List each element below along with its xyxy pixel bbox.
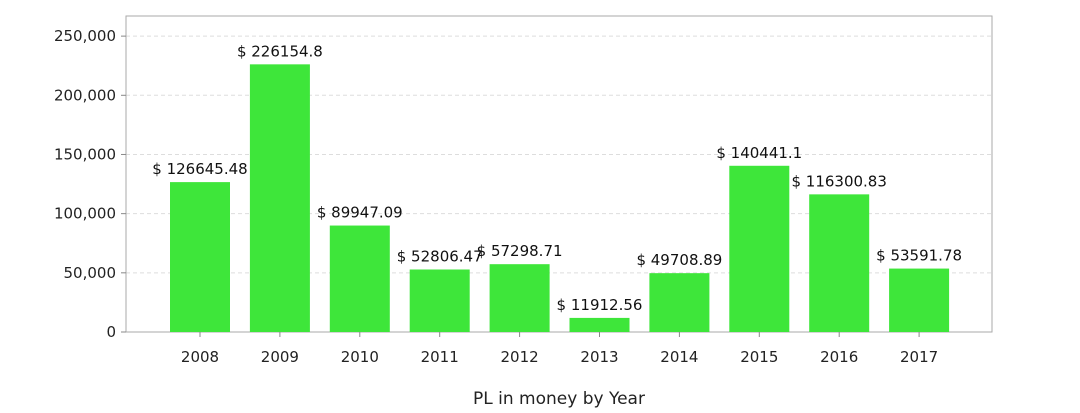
bar [729,165,790,332]
bar-value-label: $ 53591.78 [876,247,962,265]
bar-value-label: $ 226154.8 [237,42,323,60]
x-tick-label: 2012 [501,348,539,366]
bar-value-label: $ 89947.09 [317,204,403,222]
x-tick-label: 2010 [341,348,379,366]
y-tick-label: 250,000 [54,27,116,45]
plot-frame [125,15,993,333]
x-tick-label: 2014 [660,348,698,366]
y-tick-label: 150,000 [54,145,116,163]
bar-value-label: $ 140441.1 [716,144,802,162]
bar [249,64,310,333]
x-axis: 2008 2009 2010 2011 2012 2013 2014 2015 2016 2017 [181,332,938,366]
x-tick-label: 2017 [900,348,938,366]
x-tick-label: 2013 [580,348,618,366]
y-tick-label: 50,000 [64,264,117,282]
bar [409,269,470,332]
y-axis: 0 50,000 100,000 150,000 200,000 250,000 [54,27,126,341]
x-tick-label: 2015 [740,348,778,366]
bars [170,64,950,333]
bar [489,264,550,332]
x-tick-label: 2009 [261,348,299,366]
bar [889,268,950,332]
x-tick-label: 2011 [421,348,459,366]
bar-value-label: $ 57298.71 [477,242,563,260]
bar-value-label: $ 49708.89 [636,251,722,269]
bar-value-label: $ 126645.48 [152,160,247,178]
y-tick-label: 100,000 [54,205,116,223]
bar-labels: $ 126645.48 $ 226154.8 $ 89947.09 $ 52806.4… [152,42,962,314]
bar [569,317,630,332]
x-tick-label: 2008 [181,348,219,366]
bar-value-label: $ 116300.83 [791,172,886,190]
bar [170,182,230,332]
y-tick-label: 0 [106,323,116,341]
y-tick-label: 200,000 [54,86,116,104]
x-tick-label: 2016 [820,348,858,366]
bar [649,273,710,332]
bar-value-label: $ 52806.47 [397,248,483,266]
bar-value-label: $ 11912.56 [557,296,643,314]
bar [329,225,390,332]
bar [809,194,870,332]
x-axis-title: PL in money by Year [473,389,645,409]
